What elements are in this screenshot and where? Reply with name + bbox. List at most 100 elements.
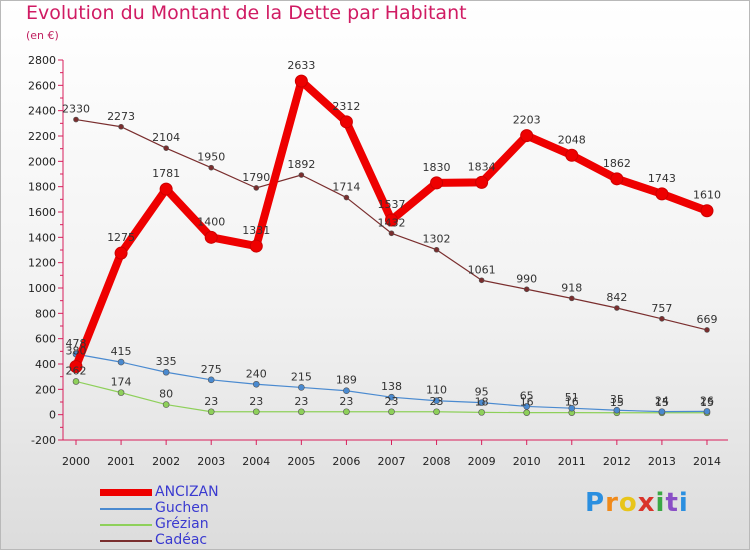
x-tick-label: 2007: [377, 455, 405, 468]
y-tick-label: 2800: [28, 54, 56, 67]
data-point: [253, 185, 260, 191]
data-point: [159, 182, 173, 196]
data-label: 1743: [648, 172, 676, 185]
data-label: 15: [655, 396, 669, 409]
data-label: 1400: [197, 215, 225, 228]
data-point: [339, 115, 353, 129]
data-label: 1950: [197, 151, 225, 164]
data-label: 189: [336, 374, 357, 387]
data-point: [204, 230, 218, 244]
x-tick-label: 2006: [332, 455, 360, 468]
data-label: 138: [381, 380, 402, 393]
data-label: 16: [520, 396, 534, 409]
data-point: [655, 187, 669, 201]
data-point: [478, 409, 485, 416]
logo-letter: P: [585, 488, 606, 518]
data-point: [610, 172, 624, 186]
series-guchen: [72, 350, 711, 415]
data-point: [69, 360, 83, 374]
data-label: 1834: [468, 160, 496, 173]
data-point: [478, 399, 485, 406]
legend-swatch: [100, 489, 152, 496]
logo-letter: i: [655, 488, 666, 518]
data-label: 65: [520, 389, 534, 402]
data-label: 842: [606, 291, 627, 304]
data-label: 1714: [332, 181, 360, 194]
data-point: [700, 204, 714, 218]
x-tick-label: 2001: [107, 455, 135, 468]
data-point: [704, 327, 710, 333]
data-label: 16: [565, 396, 579, 409]
data-point: [252, 380, 260, 388]
data-point: [613, 406, 621, 414]
data-label: 51: [565, 391, 579, 404]
x-tick-label: 2014: [693, 455, 721, 468]
data-label: 757: [651, 302, 672, 315]
data-label: 15: [610, 396, 624, 409]
y-tick-label: 1000: [28, 282, 56, 295]
data-point: [207, 376, 215, 384]
data-label: 1781: [152, 167, 180, 180]
x-tick-label: 2005: [287, 455, 315, 468]
data-point: [433, 408, 440, 416]
data-point: [520, 129, 534, 143]
data-point: [117, 358, 125, 366]
data-labels: 380 1275 1781 1400 1331 2633 2312 1537 1830 1834 2…: [62, 59, 721, 409]
x-tick-label: 2003: [197, 455, 225, 468]
data-point: [343, 387, 350, 395]
data-point: [523, 409, 531, 416]
data-label: 669: [696, 313, 717, 326]
data-label: 275: [201, 363, 222, 376]
data-label: 1862: [603, 157, 631, 170]
data-label: 23: [430, 395, 444, 408]
legend-swatch: [100, 540, 152, 542]
legend-label: Guchen: [155, 500, 209, 516]
data-point: [568, 404, 576, 412]
data-label: 95: [475, 386, 489, 399]
y-tick-label: 600: [35, 333, 56, 346]
data-label: 23: [249, 395, 263, 408]
data-point: [388, 393, 395, 401]
logo-letter: i: [678, 488, 689, 518]
y-tick-label: 2400: [28, 105, 56, 118]
series-cadéac: [73, 116, 710, 333]
logo-letter: r: [605, 488, 619, 518]
data-point: [117, 389, 125, 396]
chart-title: Evolution du Montant de la Dette par Hab…: [26, 2, 467, 24]
data-point: [298, 408, 305, 416]
data-label: 2203: [513, 114, 541, 127]
data-label: 35: [610, 393, 624, 406]
legend-label: Cadéac: [155, 532, 208, 548]
data-label: 2633: [287, 59, 315, 72]
data-label: 24: [655, 395, 669, 408]
x-tick-label: 2010: [513, 455, 541, 468]
data-label: 478: [66, 337, 87, 350]
x-tick-label: 2008: [423, 455, 451, 468]
data-point: [343, 408, 350, 416]
y-tick-label: 0: [49, 409, 56, 422]
data-label: 990: [516, 272, 537, 285]
series-ancizan: [69, 74, 714, 374]
data-label: 415: [111, 345, 132, 358]
data-point: [162, 368, 170, 376]
data-label: 1830: [423, 161, 451, 174]
data-label: 380: [66, 345, 87, 358]
data-point: [208, 164, 215, 171]
data-label: 1537: [377, 198, 405, 211]
data-label: 23: [384, 395, 398, 408]
data-point: [298, 384, 305, 391]
data-point: [659, 315, 665, 322]
axes: -200 0 200 400 600 800 1000 1200 1400 1600 1800 200…: [28, 54, 728, 468]
y-tick-label: 2200: [28, 130, 56, 143]
legend-label: Grézian: [155, 516, 209, 532]
y-tick-label: 800: [35, 307, 56, 320]
series-layer: [69, 74, 714, 417]
data-label: 174: [111, 376, 132, 389]
logo-letter: t: [665, 488, 679, 518]
data-label: 918: [561, 281, 582, 294]
data-label: 1790: [242, 171, 270, 184]
data-label: 240: [246, 367, 267, 380]
data-label: 1275: [107, 231, 135, 244]
data-label: 1892: [287, 158, 315, 171]
